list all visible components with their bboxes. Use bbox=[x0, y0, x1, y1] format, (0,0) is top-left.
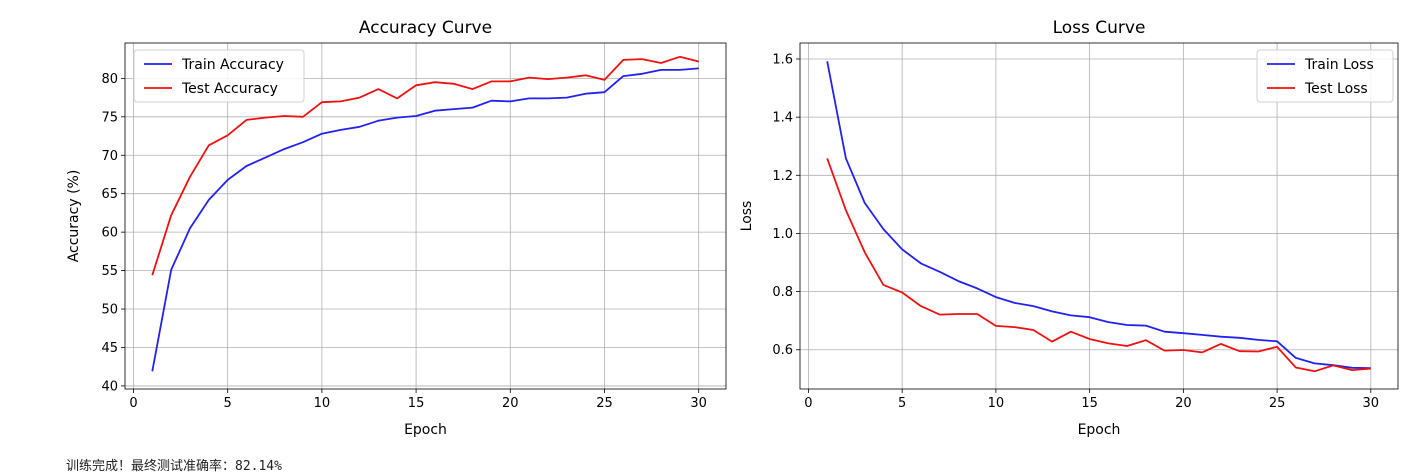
x-tick-label: 25 bbox=[1269, 396, 1286, 411]
x-tick-label: 15 bbox=[1081, 396, 1098, 411]
x-tick-label: 5 bbox=[224, 396, 232, 411]
chart-panel-2: 0 5 10 15 20 25 30 0.6 0.8 1.0 1.2 1.4 1.6 Loss Curve… bbox=[739, 18, 1399, 438]
legend-label-1: Train Loss bbox=[1304, 57, 1374, 73]
x-tick-label: 0 bbox=[804, 396, 812, 411]
status-message: 训练完成！最终测试准确率：82.14% bbox=[66, 459, 282, 474]
y-tick-label: 1.4 bbox=[772, 111, 793, 126]
y-axis-label: Accuracy (%) bbox=[66, 170, 82, 263]
x-tick-label: 25 bbox=[596, 396, 613, 411]
x-tick-label: 10 bbox=[314, 396, 331, 411]
y-tick-label: 80 bbox=[101, 72, 118, 87]
chart-title: Accuracy Curve bbox=[359, 18, 492, 38]
series-line-1 bbox=[151, 67, 699, 372]
chart-title: Loss Curve bbox=[1053, 18, 1146, 38]
legend-box bbox=[133, 49, 305, 103]
y-tick-label: 45 bbox=[101, 341, 118, 356]
legend-label-2: Test Loss bbox=[1304, 81, 1368, 97]
legend-label-1: Train Accuracy bbox=[181, 57, 284, 73]
legend: Train Loss Test Loss bbox=[1256, 49, 1394, 103]
legend: Train Accuracy Test Accuracy bbox=[133, 49, 305, 103]
y-tick-label: 65 bbox=[101, 187, 118, 202]
x-axis-label: Epoch bbox=[1078, 422, 1121, 438]
x-tick-label: 20 bbox=[502, 396, 519, 411]
y-tick-label: 1.6 bbox=[772, 52, 793, 67]
series-line-1 bbox=[826, 61, 1371, 369]
y-tick-label: 0.8 bbox=[772, 285, 793, 300]
y-axis-label: Loss bbox=[739, 201, 755, 232]
chart-panel-1: 0 5 10 15 20 25 30 40 45 50 55 60 65 70 75 80 Accuracy C… bbox=[66, 18, 727, 438]
y-tick-label: 50 bbox=[101, 303, 118, 318]
axes-frame bbox=[799, 42, 1399, 390]
legend-label-2: Test Accuracy bbox=[181, 81, 278, 97]
y-tick-label: 1.0 bbox=[772, 227, 793, 242]
y-tick-label: 70 bbox=[101, 149, 118, 164]
x-tick-label: 30 bbox=[1363, 396, 1380, 411]
y-tick-label: 40 bbox=[101, 379, 118, 394]
x-tick-label: 10 bbox=[988, 396, 1005, 411]
y-tick-label: 60 bbox=[101, 226, 118, 241]
x-tick-label: 5 bbox=[898, 396, 906, 411]
legend-box bbox=[1256, 49, 1394, 103]
x-axis-label: Epoch bbox=[404, 422, 447, 438]
y-tick-label: 0.6 bbox=[772, 343, 793, 358]
x-tick-label: 30 bbox=[690, 396, 707, 411]
axes-frame bbox=[124, 42, 727, 390]
x-tick-label: 15 bbox=[408, 396, 425, 411]
x-tick-label: 0 bbox=[129, 396, 137, 411]
y-tick-label: 75 bbox=[101, 110, 118, 125]
series-line-2 bbox=[826, 158, 1371, 373]
series-line-2 bbox=[151, 55, 699, 276]
y-tick-label: 55 bbox=[101, 264, 118, 279]
x-tick-label: 20 bbox=[1175, 396, 1192, 411]
y-tick-label: 1.2 bbox=[772, 169, 793, 184]
